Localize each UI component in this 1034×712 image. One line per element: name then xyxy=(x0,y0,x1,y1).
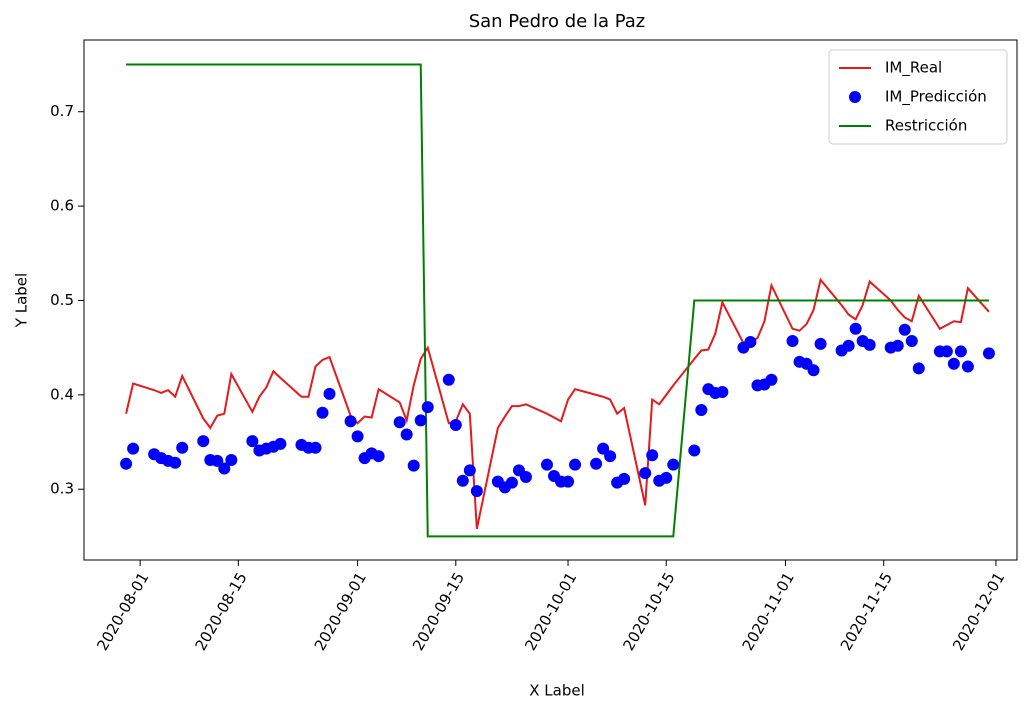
scatter-point xyxy=(597,442,610,455)
scatter-point xyxy=(849,322,862,335)
scatter-point xyxy=(940,345,953,358)
scatter-point xyxy=(449,419,462,432)
scatter-point xyxy=(351,430,364,443)
scatter-point xyxy=(744,335,757,348)
y-tick-label: 0.7 xyxy=(50,102,74,120)
y-axis-label: Y Label xyxy=(13,273,31,328)
scatter-point xyxy=(954,345,967,358)
chart-title: San Pedro de la Paz xyxy=(469,11,646,32)
scatter-point xyxy=(197,435,210,448)
scatter-point xyxy=(562,475,575,488)
scatter-point xyxy=(169,456,182,469)
scatter-point xyxy=(246,435,259,448)
scatter-point xyxy=(505,476,518,489)
scatter-point xyxy=(400,428,413,441)
scatter-point xyxy=(688,444,701,457)
x-tick-label: 2020-11-15 xyxy=(837,569,896,654)
series-line xyxy=(126,63,989,538)
scatter-point xyxy=(842,339,855,352)
legend-box xyxy=(828,49,1008,145)
scatter-point xyxy=(695,403,708,416)
scatter-point xyxy=(274,437,287,450)
scatter-point xyxy=(407,459,420,472)
scatter-point xyxy=(120,457,133,470)
scatter-point xyxy=(442,373,455,386)
x-tick-label: 2020-11-01 xyxy=(739,569,798,654)
y-tick-label: 0.6 xyxy=(50,197,74,215)
scatter-point xyxy=(891,339,904,352)
scatter-point xyxy=(519,470,532,483)
scatter-point xyxy=(421,401,434,414)
x-tick-label: 2020-10-01 xyxy=(521,569,580,654)
scatter-point xyxy=(463,464,476,477)
scatter-point xyxy=(344,415,357,428)
scatter-point xyxy=(639,467,652,480)
legend: IM_Real IM_Predicción Restricción xyxy=(828,49,1008,145)
scatter-point xyxy=(898,323,911,336)
x-tick-label: 2020-09-15 xyxy=(409,569,468,654)
scatter-point xyxy=(309,441,322,454)
scatter-point xyxy=(660,471,673,484)
scatter-point xyxy=(807,364,820,377)
x-tick-label: 2020-12-01 xyxy=(949,569,1008,654)
legend-label: IM_Real xyxy=(885,59,942,78)
scatter-point xyxy=(912,362,925,375)
scatter-point xyxy=(127,442,140,455)
scatter-point xyxy=(814,337,827,350)
scatter-point xyxy=(604,450,617,463)
scatter-point xyxy=(716,386,729,399)
legend-label: Restricción xyxy=(885,117,967,135)
scatter-point xyxy=(905,335,918,348)
scatter-point xyxy=(176,441,189,454)
scatter-point xyxy=(323,387,336,400)
y-tick-label: 0.3 xyxy=(50,480,74,498)
scatter-point xyxy=(667,458,680,471)
scatter-point xyxy=(372,450,385,463)
scatter-point xyxy=(393,416,406,429)
x-tick-label: 2020-08-15 xyxy=(192,569,251,654)
scatter-point xyxy=(211,454,224,467)
scatter-point xyxy=(961,360,974,373)
y-tick-label: 0.4 xyxy=(50,385,74,403)
scatter-point xyxy=(947,357,960,370)
x-tick-label: 2020-09-01 xyxy=(311,569,370,654)
scatter-point xyxy=(540,458,553,471)
scatter-point xyxy=(225,453,238,466)
scatter-point xyxy=(765,373,778,386)
legend-marker xyxy=(849,91,861,103)
scatter-point xyxy=(863,338,876,351)
scatter-point xyxy=(982,347,995,360)
scatter-point xyxy=(646,449,659,462)
scatter-point xyxy=(218,462,231,475)
x-tick-label: 2020-08-01 xyxy=(93,569,152,654)
scatter-point xyxy=(786,335,799,348)
x-axis-label: X Label xyxy=(529,682,585,700)
series-line xyxy=(125,277,990,530)
plot-frame xyxy=(83,39,1018,561)
y-tick-label: 0.5 xyxy=(50,291,74,309)
scatter-point xyxy=(590,457,603,470)
legend-label: IM_Predicción xyxy=(885,88,987,107)
x-tick-label: 2020-10-15 xyxy=(619,569,678,654)
scatter-point xyxy=(470,485,483,498)
scatter-point xyxy=(569,458,582,471)
scatter-point xyxy=(456,474,469,487)
scatter-point xyxy=(414,414,427,427)
scatter-point xyxy=(618,472,631,485)
scatter-point xyxy=(316,406,329,419)
